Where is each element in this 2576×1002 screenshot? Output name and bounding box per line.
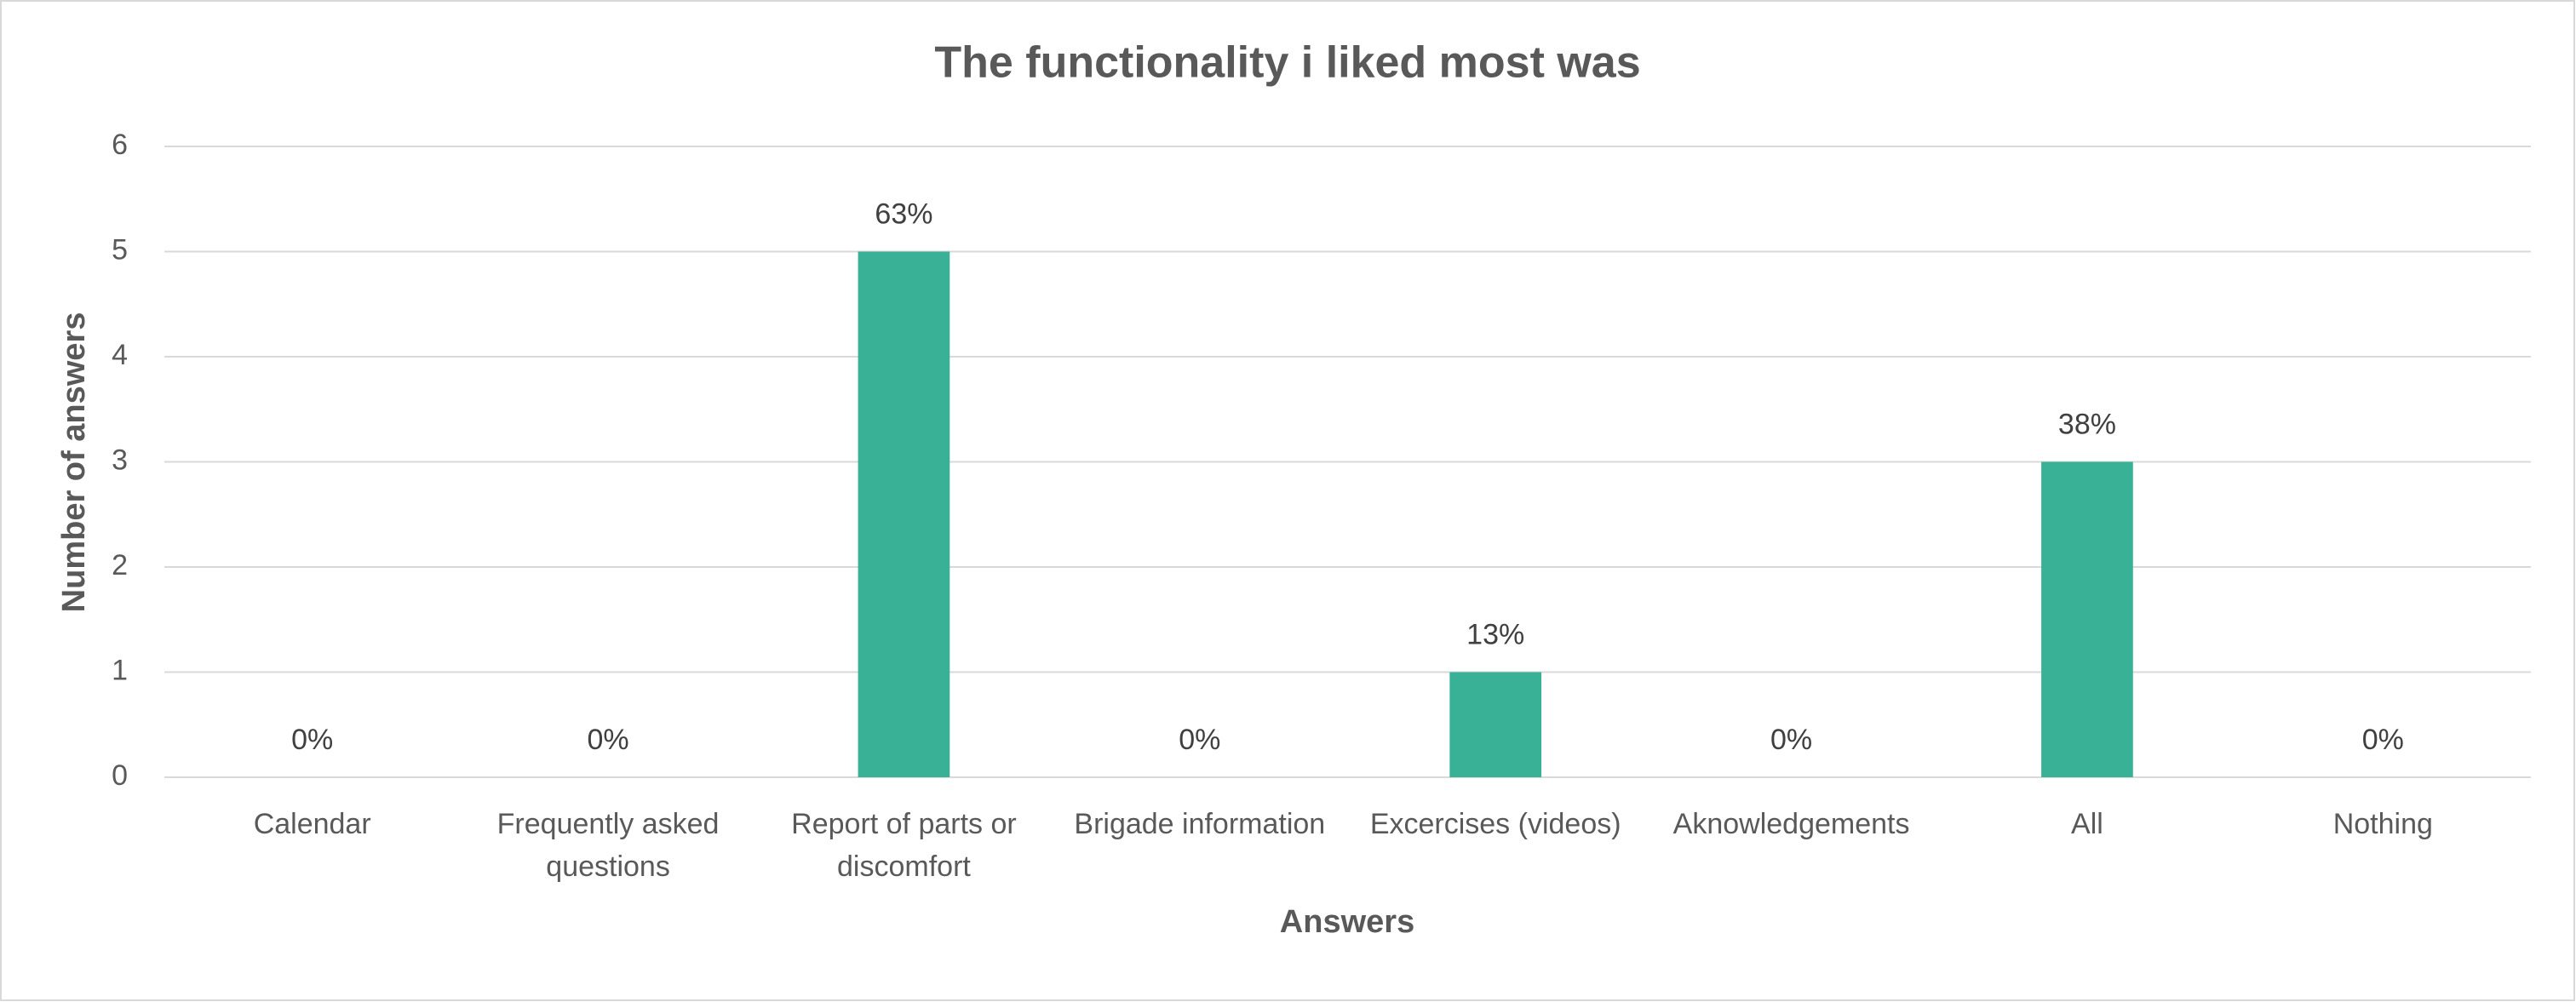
x-tick-label: Aknowledgements: [1672, 808, 1910, 840]
chart-title: The functionality i liked most was: [934, 38, 1640, 88]
data-label: 13%: [1466, 618, 1524, 650]
data-label: 0%: [1179, 724, 1220, 756]
x-tick-label: Nothing: [2332, 808, 2433, 840]
x-tick-label: Report of parts or discomfort: [791, 808, 1017, 883]
x-tick-label: Frequently asked questions: [496, 808, 720, 883]
x-tick-label: Calendar: [253, 808, 371, 840]
data-label: 0%: [1770, 724, 1812, 756]
y-tick-label: 5: [112, 233, 128, 266]
x-tick-label: Brigade information: [1074, 808, 1326, 840]
y-tick-label: 3: [112, 444, 128, 476]
y-tick-label: 1: [112, 654, 128, 686]
x-tick-label: Excercises (videos): [1369, 808, 1621, 840]
y-tick-label: 6: [112, 129, 128, 161]
bar: [2041, 461, 2133, 777]
x-axis-title: Answers: [1280, 904, 1414, 940]
data-label: 63%: [875, 198, 932, 230]
x-tick-label: All: [2071, 808, 2103, 840]
data-label: 0%: [587, 724, 628, 756]
data-label: 38%: [2058, 408, 2116, 440]
bar: [858, 251, 950, 777]
y-tick-label: 4: [112, 339, 128, 371]
data-label: 0%: [2362, 724, 2404, 756]
data-label: 0%: [291, 724, 333, 756]
bar: [1449, 672, 1542, 777]
y-tick-label: 2: [112, 549, 128, 581]
y-tick-label: 0: [112, 759, 128, 792]
y-axis-title: Number of answers: [56, 312, 92, 613]
